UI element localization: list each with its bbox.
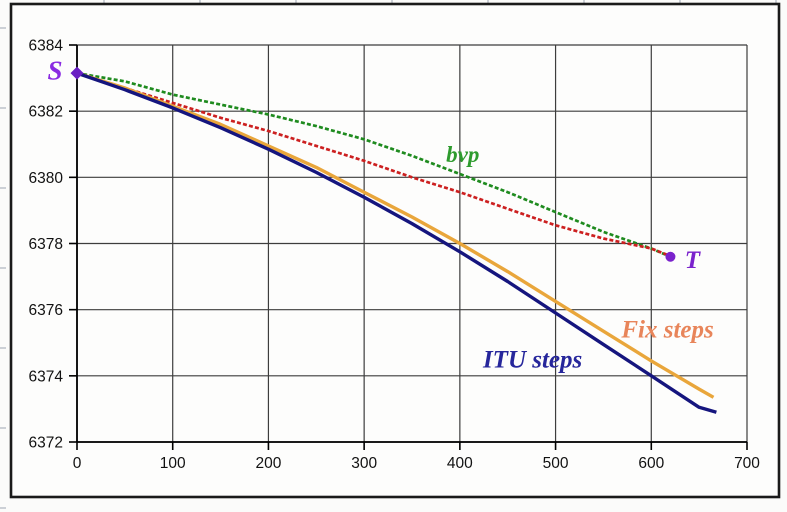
x-tick-label: 600 — [638, 455, 664, 472]
x-tick-label: 700 — [734, 455, 760, 472]
x-tick-label: 300 — [351, 455, 377, 472]
annotation-fix-steps: Fix steps — [620, 317, 713, 344]
chart-frame — [9, 2, 781, 499]
y-tick-label: 6380 — [29, 170, 64, 187]
x-tick-label: 0 — [73, 455, 82, 472]
y-tick-label: 6372 — [29, 435, 63, 452]
series-fix-steps — [76, 71, 715, 399]
y-tick-label: 6376 — [29, 302, 63, 319]
y-tick-label: 6378 — [29, 236, 63, 253]
annotation-itu-steps: ITU steps — [482, 346, 582, 373]
series-bvp — [76, 71, 671, 258]
series-itu-steps — [76, 71, 717, 414]
series-red-line — [76, 71, 671, 258]
chart-content: 6372 6374 6376 6378 6380 6382 6384 0 100 200 300 40… — [29, 38, 761, 473]
y-tick-label: 6374 — [29, 368, 64, 385]
annotation-T: T — [685, 247, 702, 274]
y-tick-label: 6384 — [29, 38, 64, 55]
point-S-marker — [70, 66, 84, 80]
x-tick-label: 200 — [255, 455, 281, 472]
annotation-S: S — [47, 55, 62, 85]
x-tick-label: 400 — [447, 455, 473, 472]
point-T-marker — [665, 251, 676, 262]
x-tick-label: 500 — [543, 455, 569, 472]
annotation-bvp: bvp — [446, 142, 479, 167]
y-tick-label: 6382 — [29, 104, 63, 121]
x-tick-label: 100 — [160, 455, 186, 472]
